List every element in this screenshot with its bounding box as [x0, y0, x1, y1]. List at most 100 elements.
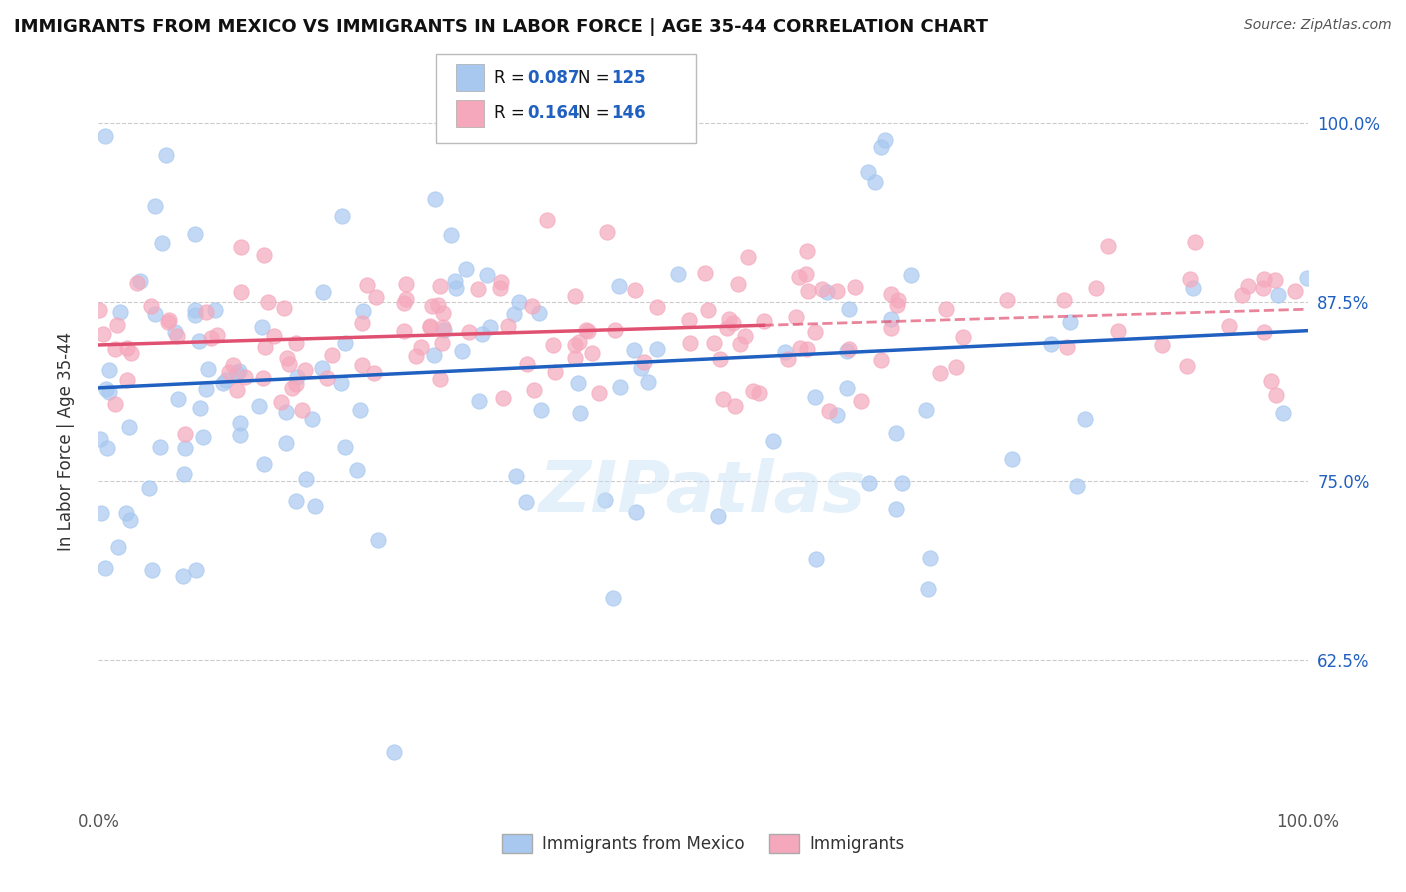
Point	[796, 244, 818, 259]
Point	[890, 475, 912, 490]
Point	[157, 315, 180, 329]
Point	[869, 353, 891, 368]
Point	[285, 377, 308, 392]
Point	[1073, 412, 1095, 426]
Point	[527, 305, 550, 319]
Point	[541, 337, 564, 351]
Point	[115, 374, 138, 388]
Point	[349, 402, 371, 417]
Point	[301, 412, 323, 426]
Point	[835, 381, 858, 395]
Point	[1264, 388, 1286, 402]
Point	[858, 475, 880, 490]
Point	[609, 278, 631, 293]
Point	[717, 312, 740, 326]
Point	[444, 274, 467, 288]
Point	[827, 409, 849, 423]
Point	[1052, 293, 1074, 307]
Point	[929, 366, 952, 380]
Point	[333, 440, 356, 454]
Point	[1066, 479, 1088, 493]
Point	[1175, 359, 1198, 374]
Text: IMMIGRANTS FROM MEXICO VS IMMIGRANTS IN LABOR FORCE | AGE 35-44 CORRELATION CHAR: IMMIGRANTS FROM MEXICO VS IMMIGRANTS IN …	[14, 18, 988, 36]
Point	[794, 267, 817, 281]
Point	[564, 351, 586, 365]
Point	[90, 506, 112, 520]
Point	[173, 427, 195, 442]
Point	[432, 319, 454, 334]
Point	[212, 376, 235, 391]
Point	[588, 386, 610, 401]
Point	[363, 366, 385, 380]
Point	[311, 361, 333, 376]
Point	[405, 349, 427, 363]
Point	[253, 248, 276, 262]
Point	[333, 336, 356, 351]
Point	[1271, 406, 1294, 420]
Point	[917, 582, 939, 597]
Point	[564, 337, 586, 351]
Text: ZIPatlas: ZIPatlas	[540, 458, 866, 526]
Point	[367, 533, 389, 548]
Point	[575, 323, 598, 337]
Point	[711, 392, 734, 406]
Point	[838, 342, 860, 356]
Point	[284, 335, 307, 350]
Point	[1059, 315, 1081, 329]
Point	[1260, 374, 1282, 388]
Point	[118, 419, 141, 434]
Point	[752, 314, 775, 328]
Point	[870, 140, 893, 154]
Point	[276, 351, 298, 365]
Point	[884, 502, 907, 516]
Point	[1184, 235, 1206, 249]
Point	[492, 391, 515, 405]
Point	[145, 199, 167, 213]
Point	[285, 494, 308, 508]
Point	[350, 358, 373, 372]
Point	[427, 298, 450, 312]
Point	[419, 320, 441, 334]
Point	[194, 305, 217, 319]
Point	[503, 307, 526, 321]
Point	[995, 293, 1018, 307]
Point	[678, 335, 700, 350]
Point	[294, 472, 316, 486]
Point	[172, 569, 194, 583]
Point	[200, 330, 222, 344]
Text: R =: R =	[494, 104, 530, 122]
Text: 0.087: 0.087	[527, 69, 579, 87]
Point	[918, 550, 941, 565]
Point	[263, 329, 285, 343]
Point	[411, 340, 433, 354]
Point	[1097, 239, 1119, 253]
Point	[166, 329, 188, 343]
Point	[875, 133, 897, 147]
Point	[228, 364, 250, 378]
Point	[235, 369, 257, 384]
Point	[1296, 270, 1319, 285]
Point	[835, 344, 858, 359]
Point	[880, 311, 903, 326]
Text: 125: 125	[612, 69, 647, 87]
Point	[423, 349, 446, 363]
Point	[104, 343, 127, 357]
Point	[94, 560, 117, 574]
Point	[96, 382, 118, 396]
Point	[849, 394, 872, 409]
Text: N =: N =	[578, 69, 614, 87]
Point	[863, 175, 886, 189]
Point	[678, 313, 700, 327]
Point	[285, 369, 308, 384]
Point	[281, 381, 304, 395]
Point	[273, 301, 295, 315]
Point	[1251, 280, 1274, 294]
Point	[91, 327, 114, 342]
Point	[254, 340, 277, 354]
Point	[728, 336, 751, 351]
Point	[226, 366, 249, 380]
Point	[225, 383, 247, 397]
Point	[796, 342, 818, 356]
Point	[693, 266, 716, 280]
Point	[183, 308, 205, 322]
